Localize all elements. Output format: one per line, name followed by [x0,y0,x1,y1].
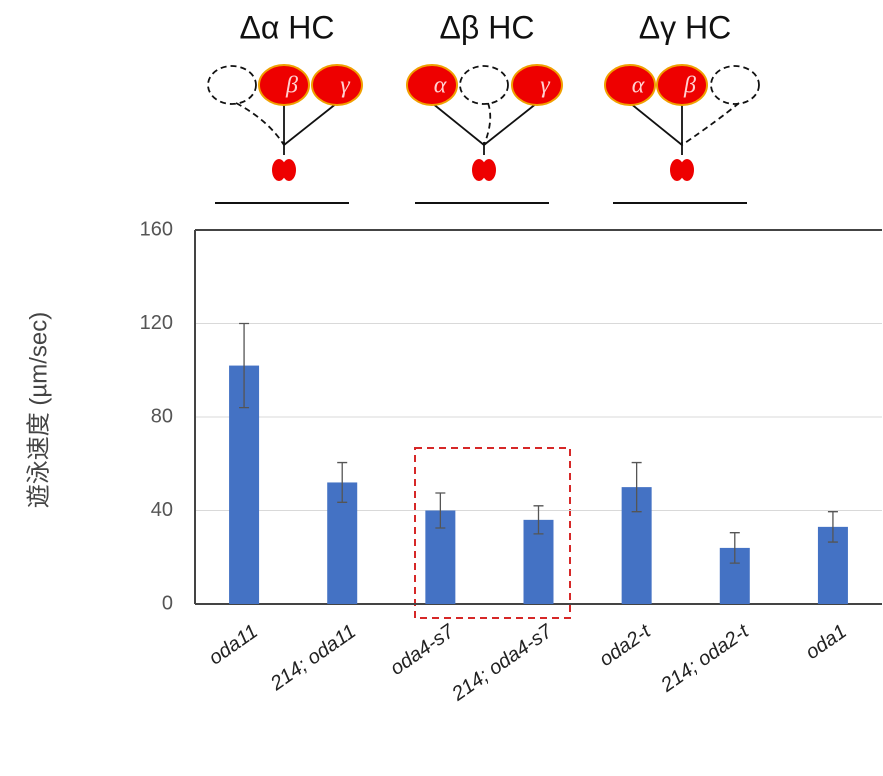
diagram-title: Δγ HC [639,9,731,45]
x-tick-label: oda4-s7 [386,620,459,680]
x-tick-label: 214; oda2-t [656,620,754,697]
diagram-title: Δα HC [240,9,335,45]
x-tick-label: oda1 [802,620,851,664]
stalk [630,103,682,145]
x-tick-label: oda11 [205,620,262,669]
head-label: α [632,73,645,99]
stalk [484,103,537,145]
x-tick-label: 214; oda4-s7 [447,620,557,706]
empty-stalk [236,103,284,145]
x-tick-label: 214; oda11 [266,620,360,695]
stalk [432,103,484,145]
empty-head [711,66,759,104]
chart: 遊泳速度 (µm/sec) 0 40 80 120 160 oda11214; oda11… [0,0,883,771]
head-label: β [285,73,298,99]
head [605,65,655,105]
head [312,65,362,105]
foot [680,159,694,181]
head [657,65,707,105]
head [259,65,309,105]
diagram-title: Δβ HC [440,9,535,45]
foot [482,159,496,181]
empty-head [208,66,256,104]
head [407,65,457,105]
empty-stalk [682,103,739,145]
y-tick-label: 120 [140,312,173,334]
foot [282,159,296,181]
head-label: γ [540,73,550,99]
y-axis-label: 遊泳速度 (µm/sec) [25,312,52,509]
head [512,65,562,105]
head-label: β [683,73,696,99]
head-label: α [434,73,447,99]
empty-stalk [484,103,490,145]
x-tick-label: oda2-t [595,620,655,671]
y-tick-label: 160 [140,218,173,240]
stalk [284,103,337,145]
head-label: γ [340,73,350,99]
y-tick-label: 0 [162,592,173,614]
empty-head [460,66,508,104]
y-tick-label: 80 [151,405,173,427]
y-tick-label: 40 [151,499,173,521]
